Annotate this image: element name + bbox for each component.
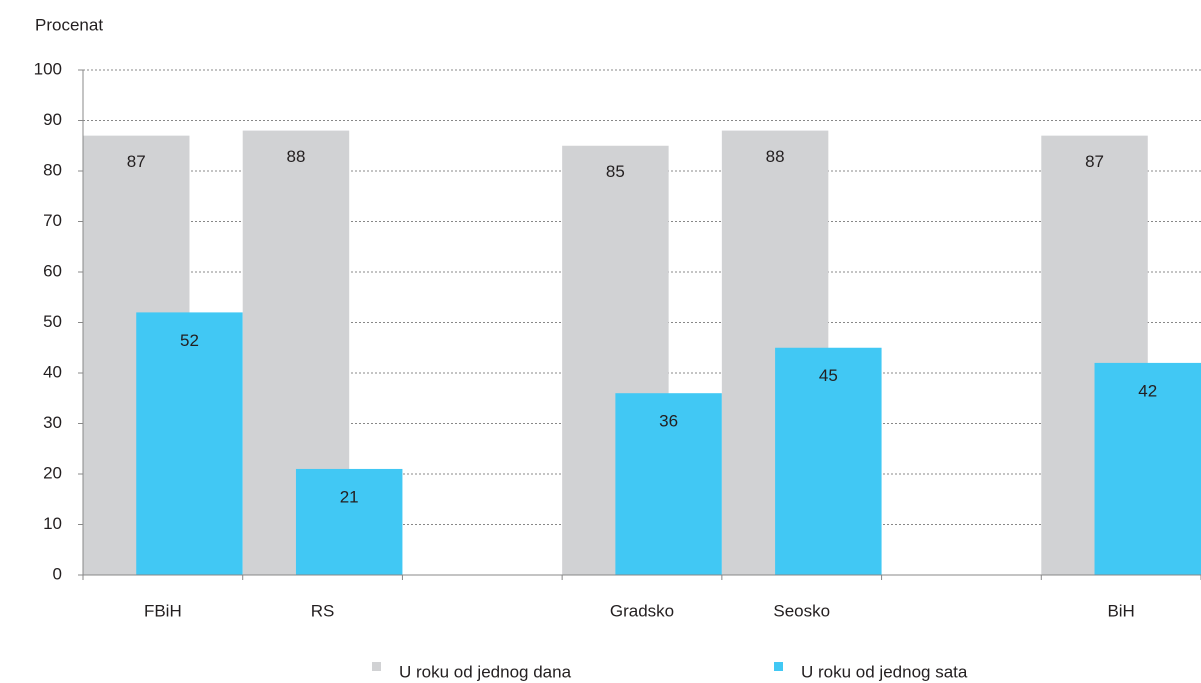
data-label: 85	[606, 162, 625, 181]
y-tick-label: 100	[34, 59, 62, 78]
bar	[615, 393, 722, 575]
bar	[775, 347, 882, 575]
legend-label: U roku od jednog dana	[399, 662, 572, 681]
data-label: 36	[659, 412, 678, 431]
x-tick-label: Seosko	[773, 601, 830, 620]
x-tick-label: Gradsko	[610, 601, 674, 620]
data-label: 52	[180, 331, 199, 350]
y-tick-label: 10	[43, 514, 62, 533]
data-label: 45	[819, 366, 838, 385]
x-tick-label: FBiH	[144, 601, 182, 620]
y-tick-label: 90	[43, 110, 62, 129]
y-tick-label: 0	[53, 564, 62, 583]
bar	[295, 468, 403, 575]
bar	[136, 312, 243, 575]
y-tick-label: 70	[43, 211, 62, 230]
legend-label: U roku od jednog sata	[801, 662, 968, 681]
data-label: 42	[1138, 381, 1157, 400]
bar	[1094, 362, 1201, 575]
y-tick-label: 40	[43, 362, 62, 381]
y-tick-label: 60	[43, 261, 62, 280]
y-tick-label: 30	[43, 413, 62, 432]
legend-marker	[372, 662, 381, 671]
y-tick-label: 20	[43, 463, 62, 482]
y-tick-label: 80	[43, 160, 62, 179]
data-label: 88	[286, 147, 305, 166]
data-label: 21	[340, 487, 359, 506]
data-label: 87	[1085, 152, 1104, 171]
data-label: 87	[127, 152, 146, 171]
y-tick-label: 50	[43, 312, 62, 331]
x-tick-label: BiH	[1107, 601, 1134, 620]
legend-marker	[774, 662, 783, 671]
y-axis-label: Procenat	[35, 15, 103, 34]
x-tick-label: RS	[311, 601, 335, 620]
data-label: 88	[766, 147, 785, 166]
